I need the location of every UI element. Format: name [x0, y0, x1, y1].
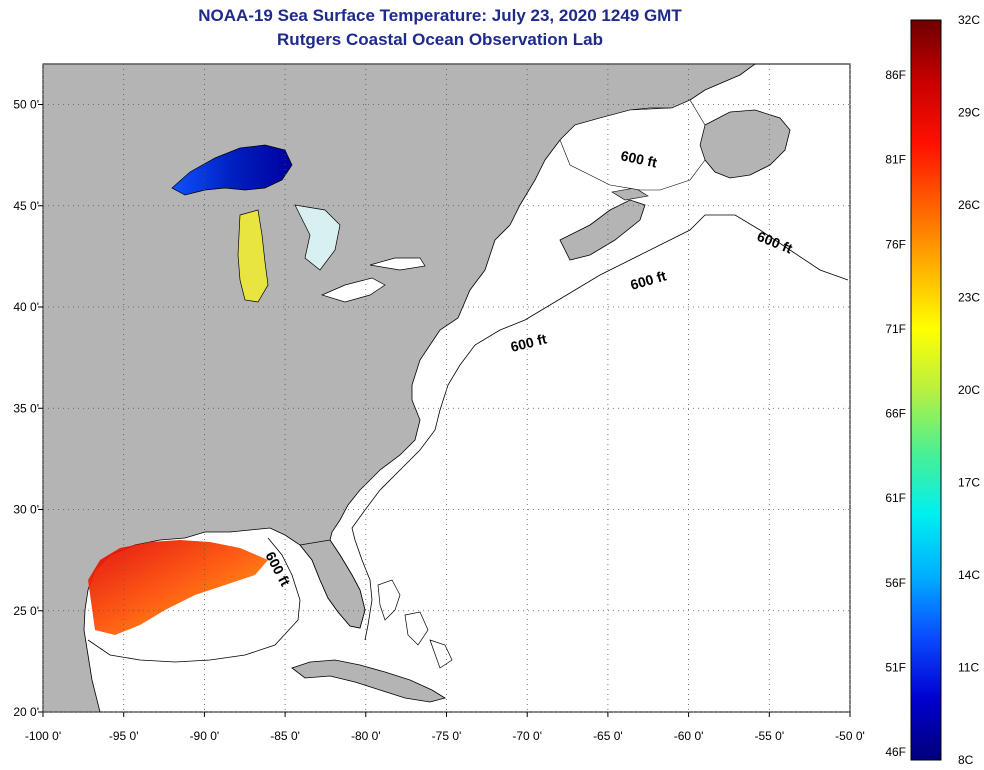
land-north-america — [43, 64, 756, 712]
colorbar-celsius-label: 17C — [958, 476, 980, 490]
isobath-600ft-line — [351, 214, 849, 641]
lon-tick-label: -50 0' — [835, 729, 865, 743]
colorbar-celsius-label: 26C — [958, 198, 980, 212]
colorbar-fahrenheit-label: 46F — [885, 745, 906, 759]
colorbar-celsius-label: 8C — [958, 753, 974, 767]
lon-tick-label: -60 0' — [674, 729, 704, 743]
lon-tick-label: -85 0' — [270, 729, 300, 743]
land-pei — [611, 187, 649, 201]
colorbar-fahrenheit-label: 56F — [885, 576, 906, 590]
colorbar-fahrenheit-label: 71F — [885, 322, 906, 336]
land-cuba — [291, 659, 447, 703]
colorbar-fahrenheit-label: 66F — [885, 407, 906, 421]
map-title: NOAA-19 Sea Surface Temperature: July 23… — [198, 6, 682, 25]
lon-tick-label: -95 0' — [109, 729, 139, 743]
land-nova-scotia — [559, 199, 646, 261]
lon-tick-label: -70 0' — [512, 729, 542, 743]
lake-ontario — [369, 257, 426, 271]
map-content — [43, 64, 849, 712]
lake-huron — [294, 204, 341, 271]
lat-tick-label: 25 0' — [13, 604, 39, 618]
lake-erie — [320, 277, 386, 303]
land-bahamas — [377, 579, 453, 669]
colorbar-fahrenheit-label: 61F — [885, 491, 906, 505]
lon-tick-label: -75 0' — [432, 729, 462, 743]
gulf-sst-patch — [88, 540, 268, 635]
map-gridlines — [38, 64, 851, 717]
lake-superior — [171, 144, 293, 196]
lon-tick-label: -65 0' — [593, 729, 623, 743]
colorbar-celsius-label: 14C — [958, 568, 980, 582]
lon-tick-label: -90 0' — [190, 729, 220, 743]
land-florida — [299, 539, 366, 629]
colorbar-fahrenheit-label: 86F — [885, 68, 906, 82]
colorbar-fahrenheit-label: 76F — [885, 237, 906, 251]
lake-michigan — [237, 209, 269, 303]
lon-tick-label: -100 0' — [25, 729, 61, 743]
isobath-gulf-line — [87, 537, 301, 663]
colorbar-fahrenheit-label: 81F — [885, 153, 906, 167]
colorbar-celsius-label: 20C — [958, 383, 980, 397]
lon-tick-label: -80 0' — [351, 729, 381, 743]
lon-tick-label: -55 0' — [754, 729, 784, 743]
map-subtitle: Rutgers Coastal Ocean Observation Lab — [277, 30, 603, 49]
isobath-label: 600 ft — [619, 147, 658, 170]
colorbar-fahrenheit-label: 51F — [885, 660, 906, 674]
colorbar-celsius-labels: 32C 29C 26C 23C 20C 17C 14C 11C 8C — [958, 13, 980, 767]
lat-tick-label: 45 0' — [13, 199, 39, 213]
gulf-st-lawrence — [559, 99, 706, 191]
lat-tick-label: 30 0' — [13, 503, 39, 517]
lat-tick-label: 35 0' — [13, 401, 39, 415]
colorbar-celsius-label: 23C — [958, 291, 980, 305]
lat-tick-label: 50 0' — [13, 98, 39, 112]
colorbar — [910, 19, 942, 761]
colorbar-fahrenheit-labels: 86F 81F 76F 71F 66F 61F 56F 51F 46F — [885, 68, 906, 759]
colorbar-celsius-label: 32C — [958, 13, 980, 27]
lat-tick-label: 20 0' — [13, 705, 39, 719]
lat-tick-label: 40 0' — [13, 300, 39, 314]
longitude-axis-labels: -100 0' -95 0' -90 0' -85 0' -80 0' -75 0' -70… — [25, 729, 865, 743]
colorbar-celsius-label: 29C — [958, 106, 980, 120]
colorbar-celsius-label: 11C — [958, 661, 979, 675]
latitude-axis-labels: 50 0' 45 0' 40 0' 35 0' 30 0' 25 0' 20 0' — [13, 98, 39, 720]
